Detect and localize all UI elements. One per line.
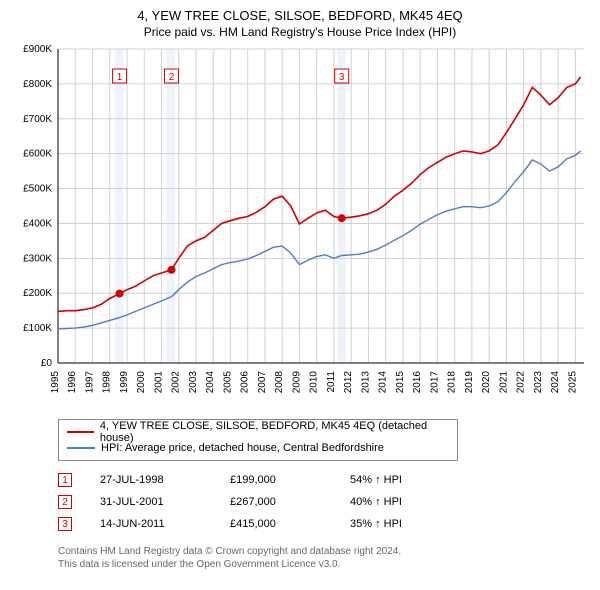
sale-pct-vs-hpi: 40% ↑ HPI	[350, 496, 402, 508]
y-tick-label: £600K	[23, 149, 52, 160]
sale-pct-vs-hpi: 35% ↑ HPI	[350, 518, 402, 530]
series-property	[58, 77, 581, 312]
sale-date: 27-JUL-1998	[100, 474, 230, 486]
x-tick-label: 1995	[50, 371, 61, 394]
sale-row-marker: 2	[58, 495, 72, 509]
legend-label: HPI: Average price, detached house, Cent…	[101, 442, 384, 454]
x-tick-label: 2017	[429, 371, 440, 394]
x-tick-label: 2006	[240, 371, 251, 394]
sales-table: 1 27-JUL-1998£199,00054% ↑ HPI 2 31-JUL-200…	[58, 469, 590, 535]
x-tick-label: 2005	[222, 371, 233, 394]
sale-marker-number: 1	[117, 72, 123, 83]
sale-row-marker: 1	[58, 473, 72, 487]
y-tick-label: £100K	[23, 323, 52, 334]
chart-area: £0 £100K £200K £300K £400K £500K £600K £700K £80…	[10, 43, 590, 413]
y-tick-label: £0	[41, 358, 53, 369]
sale-marker-number: 2	[169, 72, 175, 83]
y-tick-label: £300K	[23, 253, 52, 264]
x-tick-label: 2013	[360, 371, 371, 394]
sale-row: 1 27-JUL-1998£199,00054% ↑ HPI	[58, 469, 590, 491]
x-tick-label: 2023	[533, 371, 544, 394]
legend-row: 4, YEW TREE CLOSE, SILSOE, BEDFORD, MK45…	[67, 424, 449, 440]
x-tick-label: 2002	[171, 371, 182, 394]
y-tick-label: £500K	[23, 184, 52, 195]
chart-subtitle: Price paid vs. HM Land Registry's House …	[10, 25, 590, 39]
line-chart-svg: £0 £100K £200K £300K £400K £500K £600K £700K £80…	[10, 43, 590, 413]
footer-line-1: Contains HM Land Registry data © Crown c…	[58, 545, 590, 558]
sale-date: 31-JUL-2001	[100, 496, 230, 508]
sale-point	[116, 290, 124, 298]
x-tick-label: 2015	[395, 371, 406, 394]
x-tick-label: 2008	[274, 371, 285, 394]
y-tick-label: £700K	[23, 114, 52, 125]
x-tick-label: 2011	[326, 371, 337, 393]
series-hpi	[58, 151, 581, 329]
legend-label: 4, YEW TREE CLOSE, SILSOE, BEDFORD, MK45…	[100, 420, 449, 444]
sale-row: 3 14-JUN-2011£415,00035% ↑ HPI	[58, 513, 590, 535]
sale-price: £267,000	[230, 496, 350, 508]
x-tick-label: 1998	[102, 371, 113, 394]
y-tick-label: £800K	[23, 79, 52, 90]
x-tick-label: 2022	[516, 371, 527, 394]
sale-row: 2 31-JUL-2001£267,00040% ↑ HPI	[58, 491, 590, 513]
x-tick-label: 2018	[447, 371, 458, 394]
y-tick-label: £400K	[23, 218, 52, 229]
x-tick-label: 1997	[84, 371, 95, 394]
sale-price: £199,000	[230, 474, 350, 486]
footer-attribution: Contains HM Land Registry data © Crown c…	[58, 545, 590, 571]
highlight-band	[337, 49, 346, 363]
x-tick-label: 2021	[498, 371, 509, 394]
legend-swatch	[67, 447, 95, 449]
x-tick-label: 2000	[136, 371, 147, 394]
sale-date: 14-JUN-2011	[100, 518, 230, 530]
sale-price: £415,000	[230, 518, 350, 530]
x-tick-label: 2001	[153, 371, 164, 394]
y-tick-label: £200K	[23, 288, 52, 299]
y-tick-label: £900K	[23, 44, 52, 55]
sale-marker-number: 3	[339, 72, 345, 83]
x-tick-label: 2012	[343, 371, 354, 394]
x-tick-label: 2004	[205, 371, 216, 394]
x-tick-label: 2016	[412, 371, 423, 394]
x-tick-label: 2003	[188, 371, 199, 394]
x-tick-label: 2025	[567, 371, 578, 394]
x-tick-label: 1996	[67, 371, 78, 394]
sale-row-marker: 3	[58, 517, 72, 531]
legend: 4, YEW TREE CLOSE, SILSOE, BEDFORD, MK45…	[58, 419, 458, 461]
highlight-band	[167, 49, 176, 363]
chart-title: 4, YEW TREE CLOSE, SILSOE, BEDFORD, MK45…	[10, 8, 590, 23]
sale-pct-vs-hpi: 54% ↑ HPI	[350, 474, 402, 486]
footer-line-2: This data is licensed under the Open Gov…	[58, 558, 590, 571]
x-tick-label: 2014	[378, 371, 389, 394]
x-tick-label: 2020	[481, 371, 492, 394]
x-tick-label: 2019	[464, 371, 475, 394]
sale-point	[338, 214, 346, 222]
x-tick-label: 2009	[291, 371, 302, 394]
sale-point	[167, 266, 175, 274]
x-tick-label: 1999	[119, 371, 130, 394]
legend-swatch	[67, 431, 94, 433]
x-tick-label: 2024	[550, 371, 561, 394]
x-tick-label: 2007	[257, 371, 268, 394]
x-tick-label: 2010	[309, 371, 320, 394]
